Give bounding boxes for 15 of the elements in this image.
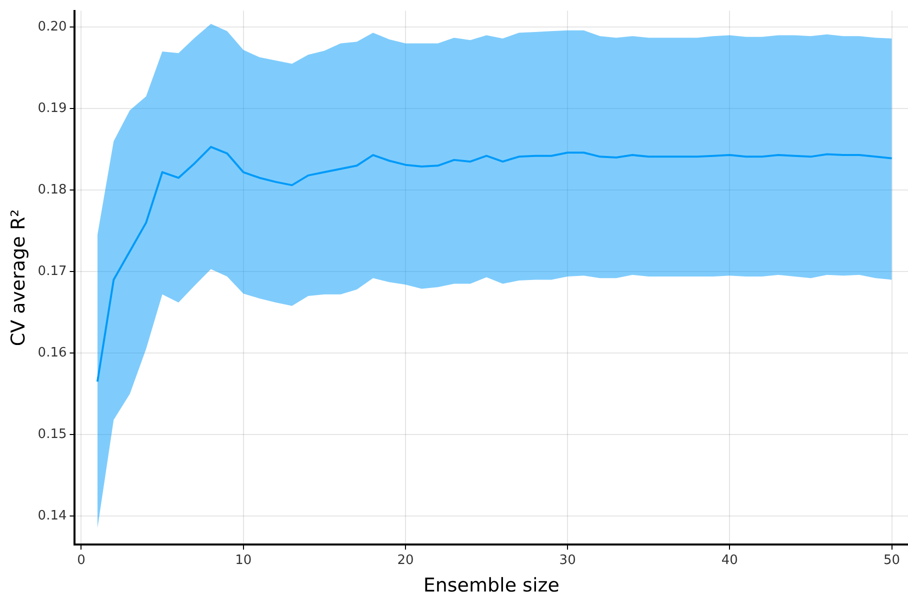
y-tick-label: 0.14	[38, 508, 67, 524]
y-tick-label: 0.16	[38, 345, 67, 360]
y-tick-label: 0.15	[38, 426, 67, 442]
x-tick-label: 20	[397, 552, 414, 568]
y-tick-label: 0.18	[38, 182, 67, 198]
x-tick-label: 10	[235, 552, 252, 568]
y-tick-label: 0.19	[38, 100, 67, 116]
y-tick-label: 0.17	[38, 264, 67, 279]
y-axis-title: CV average R²	[7, 209, 30, 346]
x-tick-label: 50	[884, 552, 900, 568]
x-tick-label: 30	[559, 552, 576, 568]
y-tick-label: 0.20	[38, 19, 67, 34]
x-axis-title: Ensemble size	[423, 574, 560, 597]
x-tick-label: 0	[77, 552, 86, 568]
x-tick-label: 40	[721, 552, 738, 568]
